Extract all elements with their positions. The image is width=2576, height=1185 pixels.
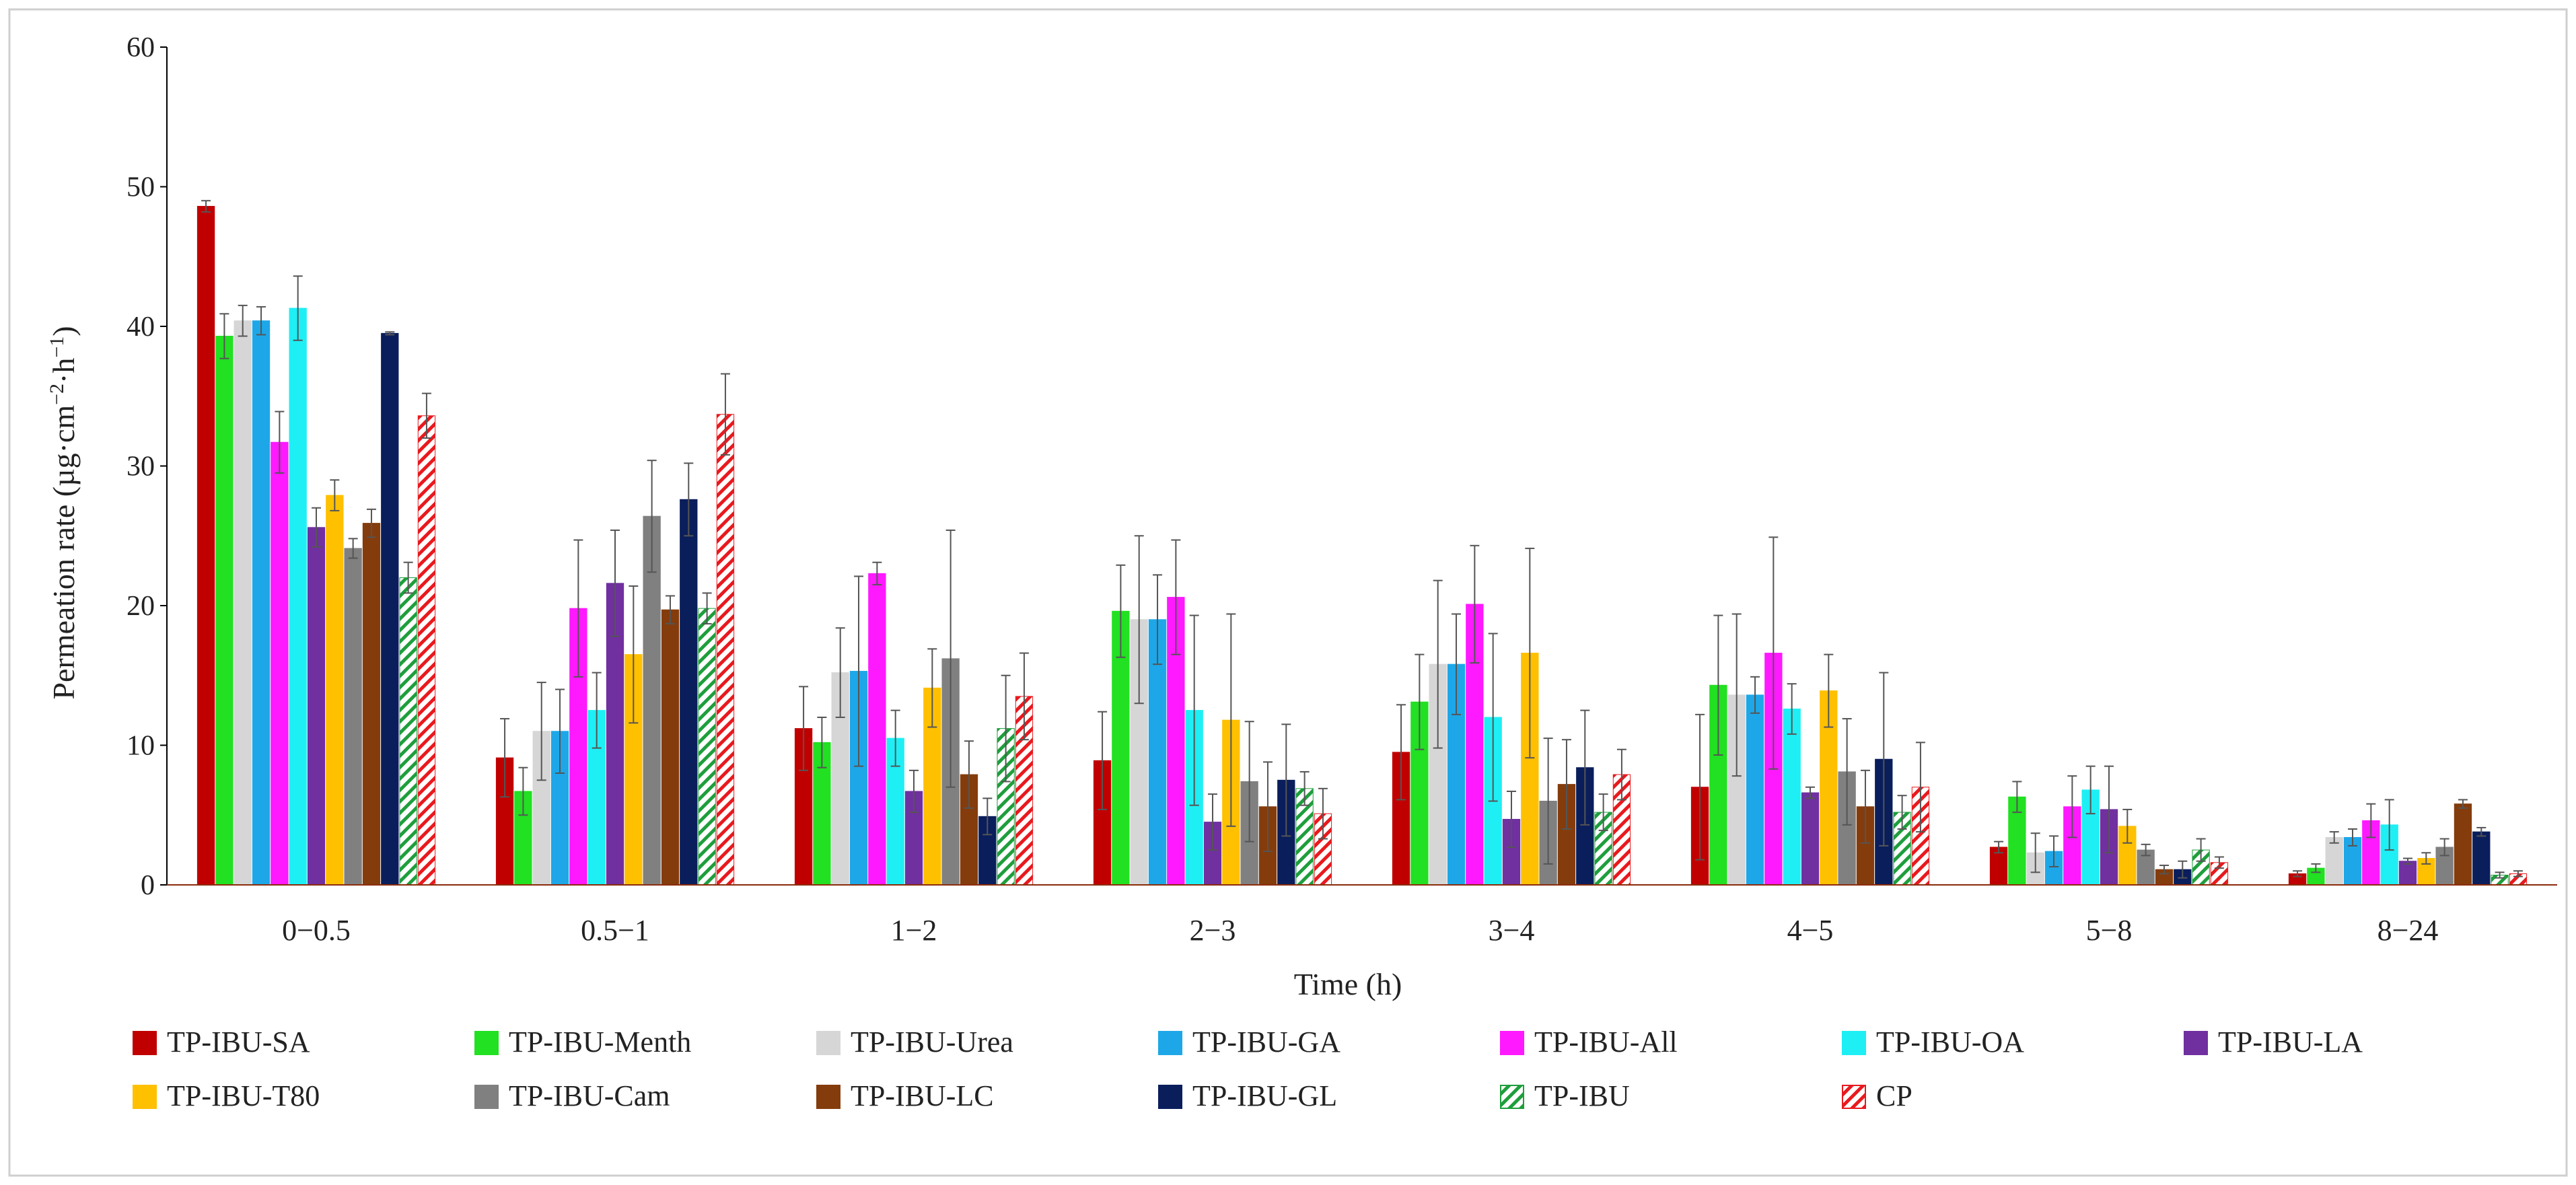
bar [2325,836,2343,886]
x-axis: 0−0.5 0.5−1 1−2 2−3 3−4 4−5 5−8 8−24 [167,884,2557,947]
x-tick-label: 0−0.5 [282,914,351,947]
bar [362,523,381,886]
legend-label: CP [1876,1079,1912,1112]
legend-item[interactable]: TP-IBU-GL [1158,1079,1337,1112]
legend-item[interactable]: TP-IBU-SA [133,1026,310,1058]
bar [868,573,886,886]
bar [289,308,307,886]
x-tick-label: 0.5−1 [581,914,649,947]
bar [307,527,326,886]
bar [344,548,362,886]
y-tick-label: 20 [127,591,155,622]
legend-item[interactable]: CP [1842,1079,1912,1112]
legend-label: TP-IBU-All [1534,1026,1678,1058]
x-tick-label: 1−2 [891,914,937,947]
legend-swatch [816,1085,840,1109]
bar [271,441,289,886]
bar [2454,803,2472,886]
bar [716,414,735,886]
y-axis: 0 10 20 30 40 50 60 [127,32,168,901]
legend-swatch [474,1085,499,1109]
legend-item[interactable]: TP-IBU-LC [816,1079,994,1112]
y-axis-title: Permeation rate (µg·cm−2·h−1) [46,326,81,699]
legend-label: TP-IBU-Cam [509,1079,670,1112]
bar [1783,709,1801,886]
bar [680,499,698,886]
legend-item[interactable]: TP-IBU-OA [1842,1026,2024,1058]
x-tick-label: 2−3 [1190,914,1236,947]
legend-swatch [1158,1031,1182,1055]
bar [196,206,215,886]
bar [399,577,417,886]
legend-swatch [816,1031,840,1055]
legend-item[interactable]: TP-IBU-Urea [816,1026,1013,1058]
legend-item[interactable]: TP-IBU-T80 [133,1079,320,1112]
legend-label: TP-IBU [1534,1079,1630,1112]
y-tick-label: 0 [141,870,155,901]
legend-item[interactable]: TP-IBU-All [1500,1026,1678,1058]
legend-label: TP-IBU-GL [1192,1079,1337,1112]
bar [661,609,680,886]
bar [2398,861,2417,886]
legend-swatch [1500,1031,1524,1055]
legend-item[interactable]: TP-IBU-LA [2184,1026,2363,1058]
x-tick-label: 3−4 [1489,914,1535,947]
x-tick-label: 8−24 [2377,914,2439,947]
legend-item[interactable]: TP-IBU-GA [1158,1026,1340,1058]
legend-swatch [2184,1031,2208,1055]
y-tick-label: 40 [127,312,155,343]
legend-label: TP-IBU-LA [2218,1026,2363,1058]
legend-label: TP-IBU-LC [851,1079,994,1112]
legend-swatch [1842,1031,1866,1055]
x-tick-label: 5−8 [2086,914,2133,947]
legend-label: TP-IBU-SA [167,1026,310,1058]
y-tick-label: 50 [127,172,155,203]
legend-label: TP-IBU-T80 [167,1079,320,1112]
bar [215,336,234,886]
bar [417,415,436,886]
legend-swatch [1500,1085,1524,1109]
figure-border [8,8,2568,1177]
legend: TP-IBU-SA TP-IBU-Menth TP-IBU-Urea TP-IBU-G… [133,1026,2363,1112]
legend-swatch [1158,1085,1182,1109]
bar [698,608,716,886]
legend-label: TP-IBU-Menth [509,1026,691,1058]
legend-item[interactable]: TP-IBU [1500,1079,1630,1112]
legend-swatch [474,1031,499,1055]
bar [1801,792,1820,886]
bar [234,320,252,886]
legend-swatch [1842,1085,1866,1109]
bar [252,320,271,886]
legend-swatch [133,1031,157,1055]
bar [326,495,344,886]
legend-item[interactable]: TP-IBU-Menth [474,1026,691,1058]
x-axis-title: Time (h) [1294,967,1402,1001]
bar [2472,831,2491,886]
bar [1746,694,1764,886]
legend-label: TP-IBU-Urea [851,1026,1013,1058]
y-tick-label: 30 [127,452,155,482]
legend-item[interactable]: TP-IBU-Cam [474,1079,670,1112]
bars [196,200,2528,886]
legend-label: TP-IBU-GA [1192,1026,1340,1058]
bar [381,332,399,886]
legend-label: TP-IBU-OA [1876,1026,2024,1058]
y-tick-label: 60 [127,32,155,63]
legend-swatch [133,1085,157,1109]
y-tick-label: 10 [127,731,155,762]
x-tick-label: 4−5 [1787,914,1834,947]
